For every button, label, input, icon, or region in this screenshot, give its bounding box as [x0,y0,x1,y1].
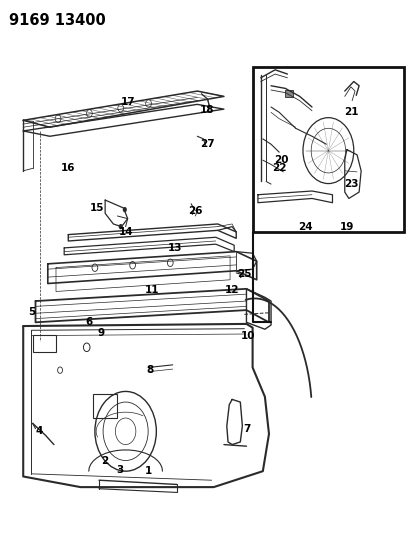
Text: 7: 7 [243,424,250,434]
Text: 12: 12 [225,286,239,295]
Text: 15: 15 [90,203,104,213]
Text: 4: 4 [36,426,43,437]
Circle shape [123,207,127,212]
Text: 27: 27 [200,139,215,149]
Text: 9169 13400: 9169 13400 [9,13,106,28]
Text: 21: 21 [344,107,358,117]
Text: 20: 20 [274,155,289,165]
Text: 17: 17 [120,96,135,107]
Text: 3: 3 [116,465,123,474]
Text: 5: 5 [28,306,35,317]
Text: 26: 26 [188,206,203,216]
Text: 14: 14 [118,227,133,237]
Text: 24: 24 [298,222,313,232]
Text: 16: 16 [61,163,76,173]
Bar [285,90,293,98]
Circle shape [119,224,123,229]
Text: 10: 10 [241,330,256,341]
Text: 9: 9 [97,328,105,338]
Text: 1: 1 [145,466,152,476]
Text: 25: 25 [237,270,252,279]
Text: 6: 6 [85,317,92,327]
Text: 23: 23 [344,179,358,189]
Text: 11: 11 [145,286,159,295]
Text: 8: 8 [147,365,154,375]
Text: 13: 13 [168,243,182,253]
Bar [93,394,118,418]
Bar [33,335,56,352]
Text: 18: 18 [200,104,215,115]
Text: 22: 22 [272,163,286,173]
Bar [253,67,404,232]
Text: 19: 19 [339,222,354,232]
Text: 2: 2 [102,456,109,465]
